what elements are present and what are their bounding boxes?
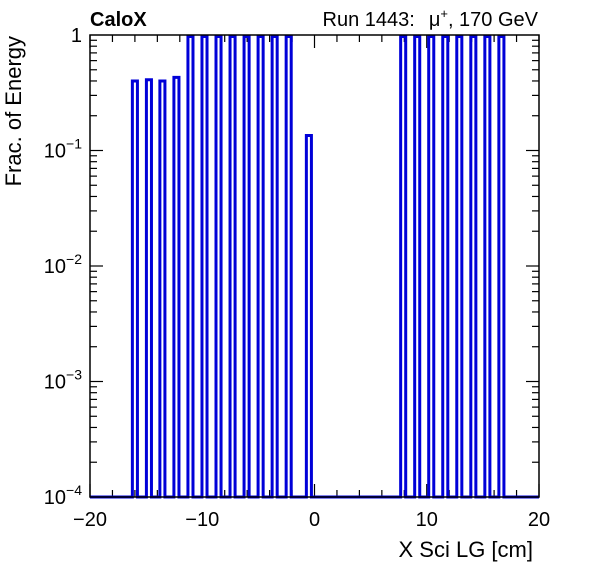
run-label: Run 1443: bbox=[323, 9, 415, 31]
labels-layer: −20 −10 0 10 20 1 10−1 10−2 10−3 10−4 bbox=[44, 25, 550, 531]
plot-frame bbox=[89, 34, 540, 498]
y-tick-label: 10−2 bbox=[44, 251, 82, 278]
y-tick-label: 10−4 bbox=[44, 482, 82, 509]
y-tick-label: 10−3 bbox=[44, 367, 82, 394]
x-tick-label: −20 bbox=[73, 509, 107, 531]
x-tick-label: 20 bbox=[528, 509, 550, 531]
energy-label: , 170 GeV bbox=[448, 9, 539, 31]
x-tick-label: −10 bbox=[185, 509, 219, 531]
brand-label: CaloX bbox=[90, 9, 147, 31]
histogram-outline bbox=[90, 35, 539, 499]
particle-label: μ bbox=[429, 9, 441, 31]
y-tick-label: 10−1 bbox=[44, 136, 82, 163]
x-axis-title: X Sci LG [cm] bbox=[399, 537, 533, 562]
x-tick-label: 0 bbox=[309, 509, 320, 531]
y-axis-title: Frac. of Energy bbox=[1, 36, 26, 186]
particle-charge-label: + bbox=[440, 6, 448, 21]
y-tick-label: 1 bbox=[71, 25, 82, 47]
run-info-label: Run 1443: μ+, 170 GeV bbox=[323, 6, 539, 31]
x-tick-label: 10 bbox=[416, 509, 438, 531]
